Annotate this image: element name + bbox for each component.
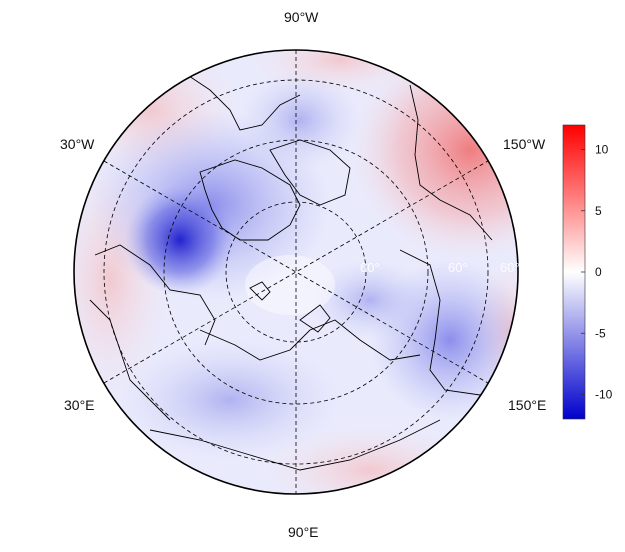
lon-label-150w: 150°W — [503, 136, 546, 152]
colorbar-tick-label: 10 — [595, 143, 609, 157]
novaya-zemlya-coast — [299, 304, 331, 333]
cold-anomaly-canada — [240, 70, 360, 170]
asia-interior-border — [149, 419, 441, 471]
lon-label-90w: 90°W — [284, 9, 319, 25]
cold-anomaly-atlantic-core — [125, 185, 235, 295]
colorbar-tick-label: -10 — [595, 388, 613, 402]
map-border — [73, 49, 519, 495]
canada-coast — [179, 69, 301, 131]
colorbar-tick-label: 5 — [595, 204, 602, 218]
graticule — [103, 50, 489, 494]
lon-label-30w: 30°W — [60, 136, 95, 152]
lon-label-90e: 90°E — [288, 524, 319, 540]
colorbar-tick-label: -5 — [595, 326, 606, 340]
siberia-east-coast — [399, 249, 501, 396]
cold-anomaly-central-arctic — [310, 260, 430, 340]
colorbar-ticks: 10 5 0 -5 -10 — [581, 143, 613, 402]
lon-label-150e: 150°E — [508, 397, 546, 413]
latitude-circle-75 — [225, 201, 367, 343]
cold-anomaly-eurasia — [120, 340, 340, 460]
colorbar-tick-label: 0 — [595, 265, 602, 279]
lat-label-middle: 60° — [448, 260, 468, 275]
neutral-pole-region — [245, 255, 335, 315]
meridian-30w-150e — [103, 160, 489, 384]
coastlines — [89, 69, 501, 471]
lat-label-inner: 60° — [360, 260, 380, 275]
lat-label-outer: 60° — [500, 260, 520, 275]
meridian-30e-150w — [103, 160, 489, 384]
europe-coast — [89, 299, 171, 421]
svalbard-coast — [249, 281, 271, 301]
latitude-circle-60 — [163, 139, 429, 405]
greenland-coast — [199, 159, 301, 241]
colorbar: 10 5 0 -5 -10 — [562, 124, 613, 420]
alaska-coast — [409, 84, 493, 241]
scandinavia-coast — [94, 244, 216, 346]
lon-label-30e: 30°E — [64, 397, 95, 413]
canadian-archipelago-coast — [269, 139, 351, 206]
siberia-north-coast — [199, 319, 421, 361]
